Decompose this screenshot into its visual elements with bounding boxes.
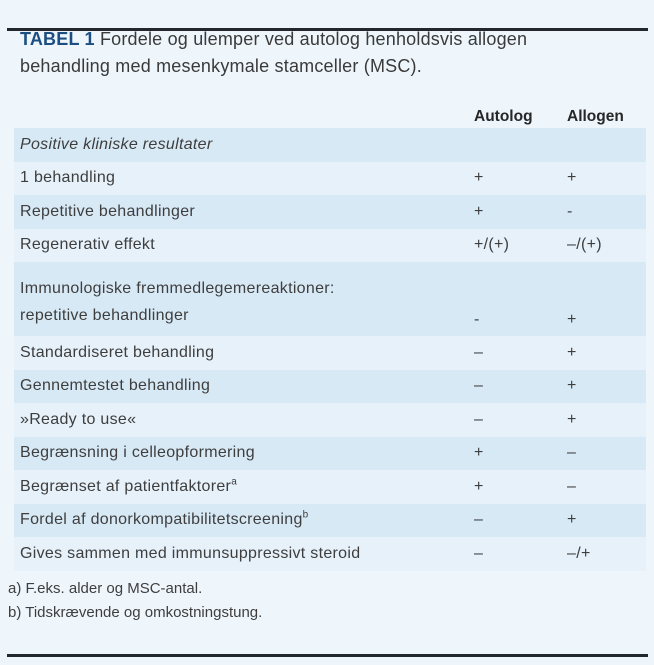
table-row-standardiseret-behandling: Standardiseret behandling – + <box>14 336 646 370</box>
table-row-fordel-donorkompatibilitetscreening: Fordel af donorkompatibilitetscreeningb … <box>14 503 646 537</box>
cell-autolog: + <box>474 202 484 220</box>
table-row-gives-sammen-steroid: Gives sammen med immunsuppressivt steroi… <box>14 537 646 571</box>
row-label: Regenerativ effekt <box>20 236 155 254</box>
cell-autolog: – <box>474 343 484 361</box>
row-label: Positive kliniske resultater <box>20 135 213 153</box>
table-row-begraenset-patientfaktorer: Begrænset af patientfaktorera + – <box>14 470 646 504</box>
row-label: Fordel af donorkompatibilitetscreeningb <box>20 509 309 529</box>
table-row-immunologiske-reaktioner: Immunologiske fremmedlegemereaktioner: r… <box>14 262 646 336</box>
comparison-table: Positive kliniske resultater 1 behandlin… <box>14 128 646 571</box>
cell-allogen: + <box>567 311 577 328</box>
row-label: »Ready to use« <box>20 410 137 428</box>
row-label: Begrænsning i celleopformering <box>20 444 255 462</box>
row-label: Repetitive behandlinger <box>20 202 196 220</box>
cell-allogen: - <box>567 202 573 220</box>
cell-autolog: +/(+) <box>474 236 510 254</box>
cell-allogen: – <box>567 477 577 495</box>
cell-autolog: + <box>474 169 484 187</box>
cell-allogen: + <box>567 511 577 529</box>
footnotes: a) F.eks. alder og MSC-antal. b) Tidskræ… <box>8 577 646 625</box>
table-row-ready-to-use: »Ready to use« – + <box>14 403 646 437</box>
cell-autolog: + <box>474 444 484 462</box>
cell-autolog: - <box>474 311 480 328</box>
row-label: Standardiseret behandling <box>20 343 215 361</box>
cell-autolog: + <box>474 477 484 495</box>
table-row-positive-kliniske-resultater: Positive kliniske resultater <box>14 128 646 162</box>
cell-autolog: – <box>474 511 484 529</box>
table-row-gennemtestet-behandling: Gennemtestet behandling – + <box>14 369 646 403</box>
cell-autolog: – <box>474 544 484 562</box>
bottom-rule <box>7 654 648 657</box>
footnote-a: a) F.eks. alder og MSC-antal. <box>8 579 203 597</box>
table-row-repetitive-behandlinger: Repetitive behandlinger + - <box>14 195 646 229</box>
cell-allogen: – <box>567 444 577 462</box>
column-header-allogen: Allogen <box>567 108 624 125</box>
table-figure: { "title": { "tag": "TABEL 1", "text": "… <box>0 26 654 665</box>
footnote-marker-a: a <box>231 476 238 488</box>
table-row-1-behandling: 1 behandling + + <box>14 161 646 195</box>
cell-allogen: –/+ <box>567 544 591 562</box>
top-rule <box>7 28 648 31</box>
row-label: Gennemtestet behandling <box>20 377 211 395</box>
row-label: Begrænset af patientfaktorera <box>20 476 238 495</box>
cell-autolog: – <box>474 377 484 395</box>
cell-allogen: + <box>567 169 577 187</box>
page-title: TABEL 1 Fordele og ulemper ved autolog h… <box>20 26 595 80</box>
footnote-b: b) Tidskrævende og omkostningstung. <box>8 603 263 621</box>
cell-allogen: –/(+) <box>567 236 602 254</box>
cell-allogen: + <box>567 343 577 361</box>
cell-allogen: + <box>567 410 577 428</box>
table-row-regenerativ-effekt: Regenerativ effekt +/(+) –/(+) <box>14 228 646 262</box>
row-label: 1 behandling <box>20 169 116 187</box>
table-caption: Fordele og ulemper ved autolog henholdsv… <box>20 29 528 76</box>
footnote-marker-b: b <box>302 509 309 521</box>
cell-allogen: + <box>567 377 577 395</box>
column-header-autolog: Autolog <box>474 108 533 125</box>
table-row-begraensning-celleopformering: Begrænsning i celleopformering + – <box>14 436 646 470</box>
table-number: TABEL 1 <box>20 29 95 49</box>
cell-autolog: – <box>474 410 484 428</box>
row-label: Gives sammen med immunsuppressivt steroi… <box>20 544 361 562</box>
row-label: Immunologiske fremmedlegemereaktioner: r… <box>20 280 335 324</box>
column-headers: Autolog Allogen <box>14 100 646 126</box>
